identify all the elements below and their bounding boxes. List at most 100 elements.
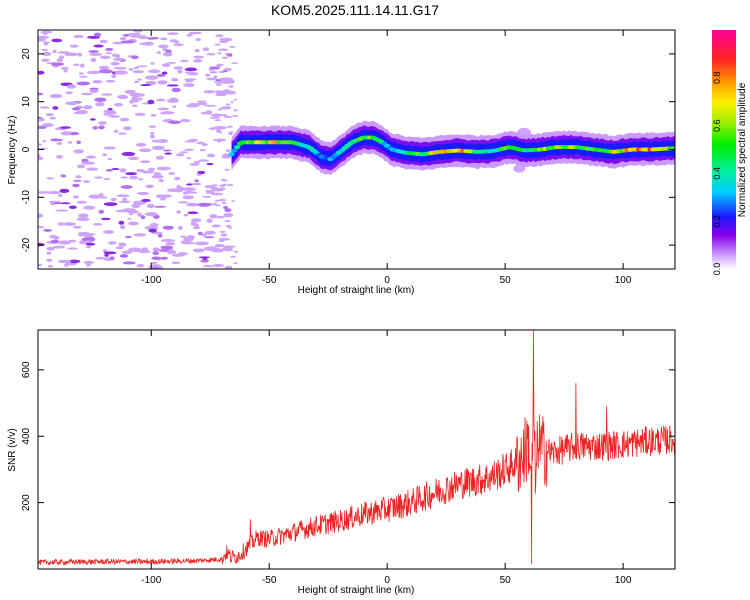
noise-speckle: [212, 138, 227, 142]
noise-speckle: [38, 70, 45, 75]
ridge-core-cell: [228, 152, 235, 157]
noise-speckle: [233, 98, 237, 101]
noise-speckle: [120, 40, 135, 44]
noise-speckle: [157, 194, 172, 198]
y-tick-label: 10: [21, 96, 32, 108]
noise-speckle: [62, 222, 76, 226]
noise-speckle: [204, 246, 218, 251]
noise-speckle: [148, 228, 157, 233]
noise-speckle: [218, 77, 231, 81]
noise-speckle: [233, 262, 238, 265]
noise-speckle: [206, 153, 216, 158]
noise-speckle: [223, 205, 228, 209]
noise-speckle: [105, 79, 116, 83]
x-tick-label: 100: [615, 275, 632, 286]
noise-speckle: [98, 193, 104, 197]
noise-speckle: [168, 120, 181, 125]
noise-speckle: [42, 30, 49, 35]
noise-speckle: [150, 114, 157, 117]
noise-speckle: [98, 121, 107, 125]
noise-speckle: [202, 264, 214, 268]
noise-speckle: [200, 259, 209, 263]
noise-speckle: [167, 61, 176, 64]
noise-speckle: [59, 202, 71, 205]
noise-speckle: [86, 263, 92, 267]
noise-speckle: [136, 263, 145, 268]
noise-speckle: [197, 170, 206, 175]
noise-speckle: [233, 109, 238, 112]
noise-speckle: [112, 53, 118, 58]
noise-speckle: [151, 139, 164, 143]
noise-speckle: [224, 219, 231, 222]
noise-speckle: [103, 202, 118, 207]
noise-speckle: [99, 65, 104, 70]
noise-speckle: [78, 213, 89, 218]
noise-speckle: [232, 114, 239, 117]
noise-speckle: [108, 115, 121, 118]
noise-speckle: [226, 125, 234, 128]
noise-speckle: [119, 254, 129, 258]
snr-frame: [37, 329, 676, 570]
noise-speckle: [88, 52, 103, 56]
noise-speckle: [58, 240, 71, 245]
noise-speckle: [150, 134, 155, 139]
noise-speckle: [205, 189, 210, 194]
noise-speckle: [86, 167, 99, 171]
noise-speckle: [156, 166, 171, 171]
noise-speckle: [166, 84, 179, 87]
noise-speckle: [166, 32, 179, 36]
noise-speckle: [156, 51, 162, 54]
noise-speckle: [52, 106, 59, 110]
noise-speckle: [89, 88, 99, 93]
noise-speckle: [38, 242, 45, 247]
noise-speckle: [220, 178, 226, 181]
noise-speckle: [57, 259, 72, 264]
noise-speckle: [150, 37, 159, 40]
snr-x-ticks: -100 -50 0 50 100: [141, 330, 632, 586]
noise-speckle: [143, 41, 154, 46]
noise-speckle: [86, 70, 101, 75]
noise-speckle: [184, 148, 195, 151]
noise-speckle: [128, 68, 134, 71]
noise-speckle: [67, 141, 73, 144]
noise-speckle: [118, 242, 127, 247]
noise-speckle: [218, 48, 229, 52]
noise-speckle: [201, 233, 207, 237]
noise-speckle: [162, 225, 174, 230]
colorbar-tick-label: 0.2: [712, 215, 722, 228]
noise-speckle: [117, 94, 129, 100]
noise-speckle: [193, 59, 203, 63]
noise-speckle: [102, 230, 115, 235]
y-tick-label: 0: [21, 146, 32, 152]
noise-speckle: [117, 209, 126, 213]
x-tick-label: 50: [500, 575, 512, 586]
noise-speckle: [160, 238, 175, 242]
noise-speckle: [160, 245, 174, 250]
noise-speckle: [233, 250, 239, 253]
noise-speckle: [199, 149, 206, 152]
noise-speckle: [137, 191, 150, 196]
noise-speckle: [138, 35, 148, 40]
noise-speckle: [203, 90, 216, 94]
noise-speckle: [68, 205, 77, 210]
noise-speckle: [39, 106, 50, 109]
noise-speckle: [105, 47, 114, 51]
noise-speckle: [157, 233, 163, 238]
noise-speckle: [64, 263, 69, 267]
noise-speckle: [129, 99, 135, 104]
noise-speckle: [184, 67, 198, 72]
noise-speckle: [147, 99, 155, 105]
noise-speckle: [226, 184, 234, 187]
noise-speckle: [208, 68, 215, 71]
noise-speckle: [60, 174, 67, 178]
noise-speckle: [151, 256, 162, 260]
noise-speckle: [222, 246, 233, 251]
noise-speckle: [76, 140, 81, 145]
noise-speckle: [41, 58, 51, 62]
noise-speckle: [105, 169, 113, 172]
noise-speckle: [145, 184, 154, 189]
noise-speckle: [88, 235, 93, 238]
noise-speckle: [63, 68, 68, 73]
noise-speckle: [198, 256, 211, 259]
spectrogram-x-label: Height of straight line (km): [298, 285, 415, 296]
